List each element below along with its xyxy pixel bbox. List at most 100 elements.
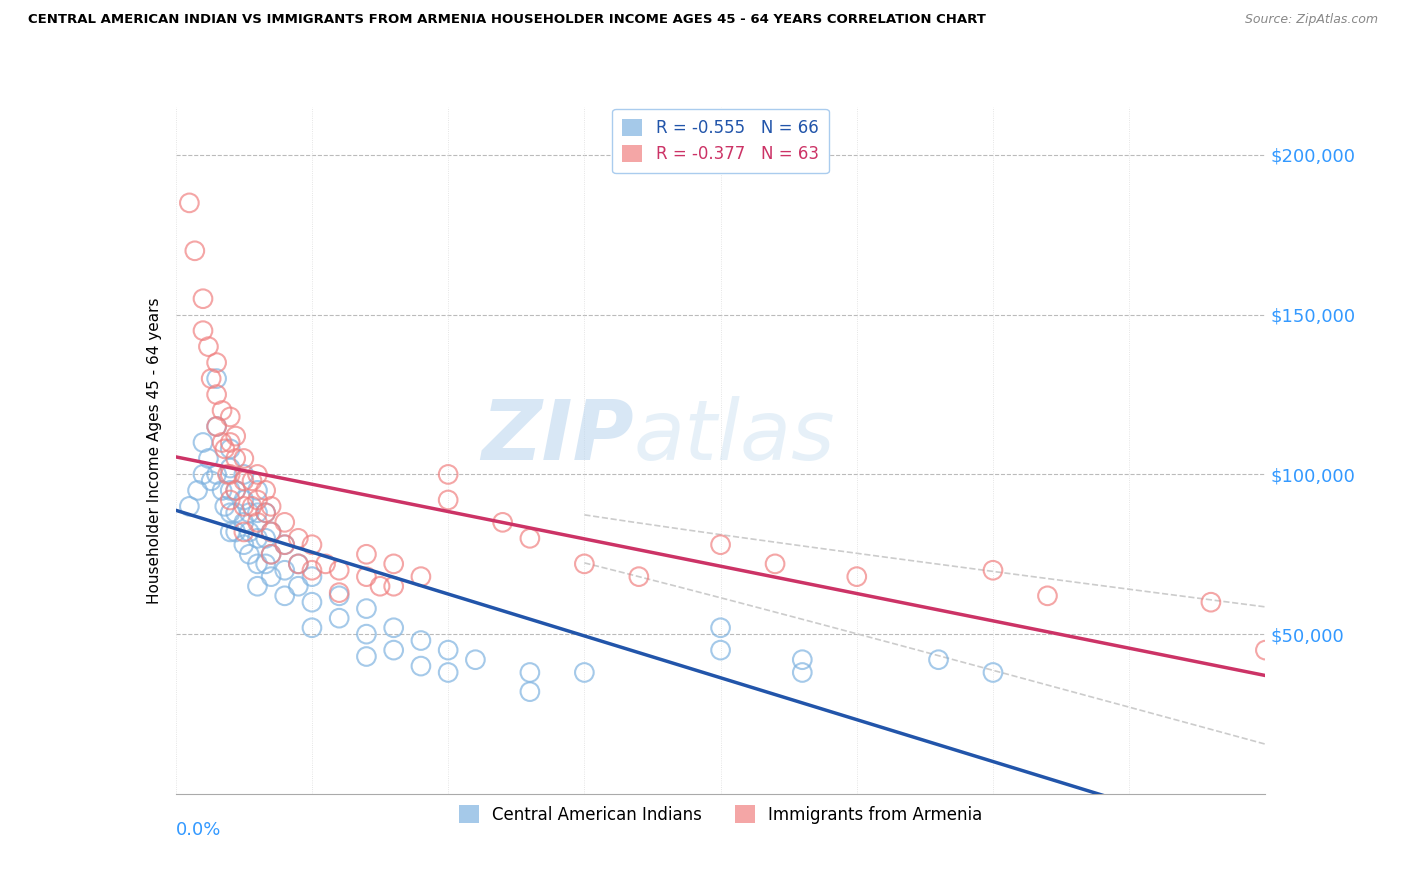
Point <box>211 483 233 498</box>
Point <box>205 356 228 370</box>
Text: CENTRAL AMERICAN INDIAN VS IMMIGRANTS FROM ARMENIA HOUSEHOLDER INCOME AGES 45 - : CENTRAL AMERICAN INDIAN VS IMMIGRANTS FR… <box>28 13 986 27</box>
Point <box>225 483 247 498</box>
Point <box>519 531 541 545</box>
Point <box>219 493 242 508</box>
Y-axis label: Householder Income Ages 45 - 64 years: Householder Income Ages 45 - 64 years <box>146 297 162 604</box>
Point <box>301 595 323 609</box>
Point <box>200 474 222 488</box>
Point <box>225 524 247 539</box>
Point <box>240 500 263 514</box>
Point <box>191 324 214 338</box>
Point <box>356 627 378 641</box>
Point <box>238 524 260 539</box>
Point <box>382 557 405 571</box>
Point <box>301 538 323 552</box>
Point <box>274 538 297 552</box>
Point <box>238 547 260 561</box>
Text: 0.0%: 0.0% <box>176 822 221 839</box>
Point <box>287 579 309 593</box>
Legend: Central American Indians, Immigrants from Armenia: Central American Indians, Immigrants fro… <box>449 796 993 834</box>
Point <box>710 621 733 635</box>
Point <box>260 547 283 561</box>
Point <box>260 547 283 561</box>
Point <box>205 371 228 385</box>
Point <box>710 643 733 657</box>
Point <box>232 538 254 552</box>
Point <box>214 500 236 514</box>
Point <box>184 244 207 258</box>
Point <box>274 516 297 530</box>
Point <box>981 665 1004 680</box>
Point <box>225 451 247 466</box>
Point <box>260 524 283 539</box>
Point <box>254 531 277 545</box>
Point <box>627 569 650 583</box>
Point <box>211 435 233 450</box>
Text: atlas: atlas <box>633 396 835 477</box>
Point <box>519 665 541 680</box>
Point <box>197 340 219 354</box>
Point <box>437 493 460 508</box>
Point <box>214 442 236 456</box>
Point <box>301 621 323 635</box>
Point <box>274 589 297 603</box>
Point <box>260 569 283 583</box>
Point <box>328 589 350 603</box>
Point <box>238 506 260 520</box>
Point <box>274 563 297 577</box>
Point <box>260 500 283 514</box>
Point <box>328 563 350 577</box>
Point <box>232 500 254 514</box>
Point <box>232 467 254 482</box>
Point <box>200 371 222 385</box>
Point <box>232 524 254 539</box>
Point <box>191 435 214 450</box>
Point <box>287 531 309 545</box>
Point <box>254 506 277 520</box>
Point <box>1036 589 1059 603</box>
Point <box>219 409 242 424</box>
Point <box>1199 595 1222 609</box>
Point <box>301 563 323 577</box>
Point <box>246 493 269 508</box>
Point <box>356 601 378 615</box>
Point <box>225 429 247 443</box>
Point <box>260 524 283 539</box>
Point <box>225 483 247 498</box>
Point <box>219 467 242 482</box>
Point <box>197 451 219 466</box>
Point <box>232 474 254 488</box>
Point <box>382 643 405 657</box>
Point <box>205 419 228 434</box>
Point <box>287 557 309 571</box>
Point <box>574 665 596 680</box>
Point <box>219 524 242 539</box>
Point <box>382 621 405 635</box>
Point <box>246 516 269 530</box>
Point <box>219 442 242 456</box>
Point <box>928 653 950 667</box>
Point <box>246 531 269 545</box>
Point <box>845 569 868 583</box>
Point <box>217 467 239 482</box>
Point <box>356 569 378 583</box>
Point <box>254 506 277 520</box>
Point <box>356 649 378 664</box>
Point <box>211 403 233 417</box>
Point <box>232 516 254 530</box>
Point <box>179 195 201 210</box>
Point <box>328 611 350 625</box>
Point <box>254 483 277 498</box>
Point <box>232 451 254 466</box>
Point <box>409 569 432 583</box>
Point <box>219 483 242 498</box>
Point <box>437 467 460 482</box>
Point <box>179 500 201 514</box>
Point <box>356 547 378 561</box>
Point <box>492 516 515 530</box>
Point <box>232 493 254 508</box>
Point <box>519 684 541 698</box>
Point <box>409 659 432 673</box>
Point <box>205 419 228 434</box>
Point <box>205 467 228 482</box>
